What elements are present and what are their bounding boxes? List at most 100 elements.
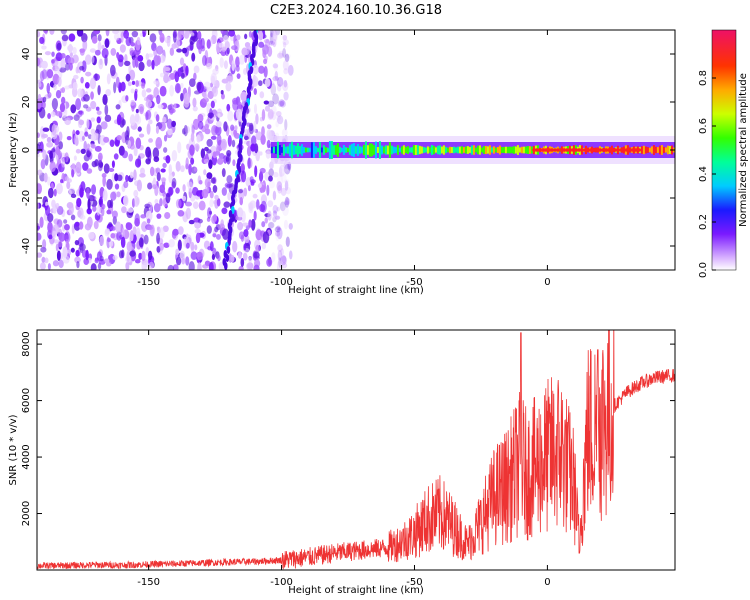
noise-cell [68, 62, 73, 71]
noise-cell [233, 129, 238, 137]
noise-cell [177, 210, 185, 217]
noise-cell [212, 68, 219, 75]
noise-cell [73, 133, 79, 146]
noise-cell [95, 129, 100, 134]
noise-cell [90, 55, 95, 64]
noise-cell [253, 210, 257, 221]
noise-cell [176, 48, 183, 53]
noise-cell [148, 261, 155, 269]
noise-cell [132, 226, 137, 235]
noise-cell [81, 32, 88, 43]
noise-cell [152, 147, 160, 159]
noise-cell [70, 104, 77, 114]
noise-cell [165, 193, 171, 204]
noise-cell [123, 30, 130, 39]
noise-cell [157, 104, 164, 109]
tonal-cell [296, 143, 299, 157]
tonal-cell [456, 146, 459, 154]
noise-cell [60, 53, 66, 59]
tonal-cell [528, 146, 531, 154]
noise-cell [83, 140, 88, 152]
noise-cell [129, 114, 136, 126]
noise-cell [51, 97, 59, 110]
noise-cell [156, 213, 162, 219]
noise-cell [188, 163, 192, 176]
noise-cell [210, 177, 216, 184]
tonal-peak-cell [634, 148, 639, 152]
noise-cell [60, 30, 67, 35]
tonal-peak-cell [535, 148, 540, 152]
noise-cell [134, 90, 138, 101]
noise-cell [185, 242, 190, 249]
noise-cell [264, 217, 268, 224]
noise-cell [203, 169, 207, 176]
chart-title: C2E3.2024.160.10.36.G18 [270, 3, 442, 18]
noise-cell [244, 41, 251, 48]
noise-cell [133, 189, 139, 198]
noise-cell [126, 250, 130, 263]
noise-cell [168, 187, 174, 196]
tonal-cell [450, 147, 453, 153]
noise-cell [207, 112, 215, 119]
noise-cell [96, 251, 102, 262]
noise-cell [145, 88, 152, 93]
noise-cell [279, 164, 286, 177]
tonal-peak-cell [574, 148, 579, 152]
noise-cell [137, 54, 144, 62]
noise-cell [246, 262, 254, 270]
noise-cell [275, 110, 282, 117]
noise-cell [210, 135, 217, 140]
x-tick-label: -150 [137, 277, 160, 288]
tonal-cell [416, 145, 419, 155]
tonal-cell [666, 145, 669, 155]
noise-cell [249, 200, 257, 209]
noise-cell [169, 47, 175, 56]
noise-cell [182, 195, 187, 202]
noise-cell [187, 45, 194, 51]
noise-cell [145, 99, 153, 108]
noise-cell [181, 47, 188, 54]
tonal-cell [338, 146, 341, 154]
noise-cell [216, 197, 221, 207]
noise-cell [243, 229, 249, 238]
noise-cell [78, 243, 86, 251]
noise-cell [190, 35, 196, 41]
noise-cell [68, 43, 73, 54]
noise-cell [122, 195, 129, 207]
noise-cell [281, 128, 288, 137]
noise-cell [231, 45, 238, 51]
noise-cell [215, 233, 221, 240]
tonal-cell [476, 145, 479, 155]
noise-cell [267, 100, 275, 108]
noise-cell [240, 170, 247, 183]
noise-cell [109, 139, 115, 147]
noise-cell [102, 189, 108, 202]
noise-cell [240, 91, 248, 102]
tonal-cell [318, 142, 321, 158]
tonal-cell [358, 146, 361, 154]
noise-cell [106, 237, 111, 243]
noise-cell [149, 33, 157, 43]
snr-x-label: Height of straight line (km) [288, 585, 424, 596]
noise-cell [49, 161, 56, 172]
noise-cell [211, 124, 218, 136]
noise-cell [97, 34, 102, 42]
noise-cell [168, 103, 174, 115]
noise-cell [182, 184, 186, 192]
noise-cell [86, 150, 92, 158]
noise-cell [99, 235, 105, 247]
noise-cell [44, 205, 51, 217]
colorbar-ticks: 0.0 0.2 0.4 0.6 0.8 [698, 70, 716, 278]
noise-cell [129, 230, 134, 242]
noise-cell [284, 163, 291, 175]
noise-cell [197, 262, 202, 270]
noise-cell [156, 55, 161, 65]
noise-cell [185, 157, 189, 169]
noise-cell [272, 171, 279, 178]
noise-cell [56, 250, 61, 261]
tonal-cell [292, 145, 295, 155]
noise-cell [153, 80, 159, 85]
noise-cell [141, 82, 146, 89]
noise-cell [180, 72, 185, 79]
noise-cell [104, 104, 109, 116]
